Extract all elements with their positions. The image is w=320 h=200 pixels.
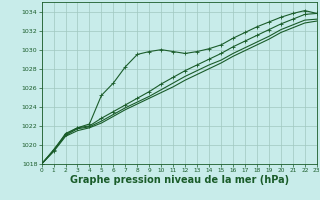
X-axis label: Graphe pression niveau de la mer (hPa): Graphe pression niveau de la mer (hPa): [70, 175, 289, 185]
